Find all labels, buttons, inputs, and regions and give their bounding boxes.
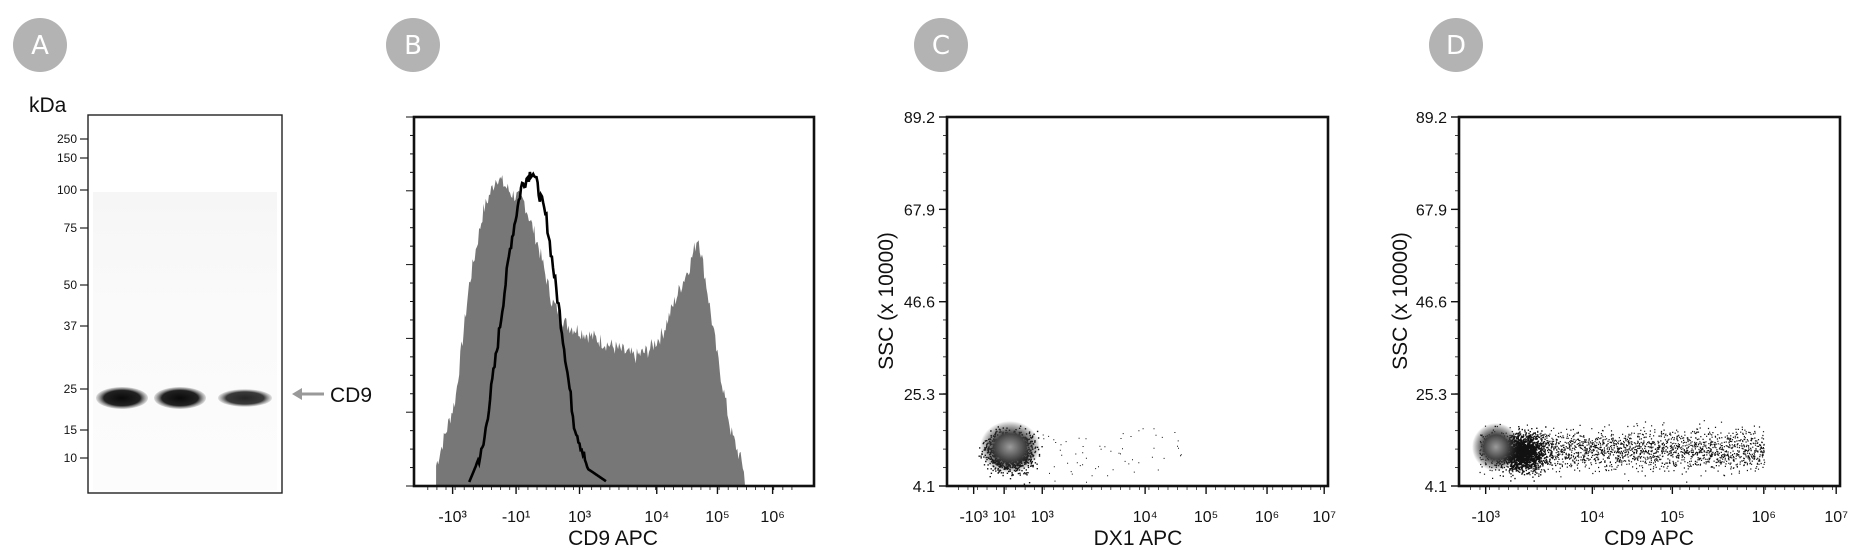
scatter-d-y-axis-title: SSC (x 10000) [1389, 232, 1412, 370]
x-tick-label: 10⁴ [1133, 509, 1158, 526]
x-tick-label: 10³ [1031, 509, 1055, 526]
x-tick-label: 10¹ [993, 509, 1016, 526]
mw-label: 100 [57, 183, 77, 197]
scatter-c-y-axis-title: SSC (x 10000) [875, 232, 898, 370]
scatter-d-x-ticks: -10³ 10⁴ 10⁵ 10⁶ 10⁷ [1470, 486, 1848, 526]
mw-label: 25 [64, 382, 78, 396]
scatter-d-density-core [1472, 423, 1520, 471]
y-tick-label: 4.1 [913, 479, 935, 496]
x-tick-label: 10⁶ [1752, 509, 1776, 526]
scatter-d-y-ticks: 89.2 67.9 46.6 25.3 4.1 [1416, 110, 1459, 496]
y-tick-label: 25.3 [904, 387, 935, 404]
scatter-c-density-core [980, 421, 1040, 473]
scatter-c-y-ticks: 89.2 67.9 46.6 25.3 4.1 [904, 110, 947, 496]
molecular-weight-markers: 250 150 100 75 50 37 25 15 10 [57, 132, 88, 465]
mw-label: 50 [64, 278, 78, 292]
x-tick-label: -10³ [1471, 509, 1500, 526]
x-tick-label: 10⁴ [644, 509, 669, 526]
histogram-sample-area [436, 175, 746, 486]
mw-label: 150 [57, 151, 77, 165]
panel-letter-a: A [31, 31, 49, 61]
mw-label: 37 [64, 319, 78, 333]
histogram-x-ticks: -10³ -10¹ 10³ 10⁴ 10⁵ 10⁶ [427, 486, 793, 526]
scatter-d-frame [1457, 115, 1842, 488]
blot-bands [96, 387, 272, 409]
scatter-event-dots [1479, 420, 1766, 483]
x-tick-label: 10⁶ [760, 509, 784, 526]
scatter-d-points [1479, 420, 1766, 483]
y-tick-label: 89.2 [1416, 110, 1447, 127]
panel-letter-d: D [1446, 31, 1466, 61]
panel-badge-d: D [1429, 18, 1483, 72]
x-tick-label: 10⁵ [1660, 509, 1684, 526]
x-tick-label: 10⁷ [1824, 509, 1848, 526]
y-tick-label: 89.2 [904, 110, 935, 127]
blot-unit-label: kDa [29, 94, 67, 117]
y-tick-label: 46.6 [1416, 295, 1447, 312]
x-tick-label: -10³ [959, 509, 988, 526]
histogram-panel: -10³ -10¹ 10³ 10⁴ 10⁵ 10⁶ CD9 APC [406, 115, 816, 548]
x-tick-label: 10⁵ [1194, 509, 1218, 526]
histogram-control-line [468, 171, 607, 483]
panel-badge-b: B [386, 18, 440, 72]
x-tick-label: 10³ [568, 509, 592, 526]
scatter-panel-d: 89.2 67.9 46.6 25.3 4.1 -10³ 10⁴ 10⁵ 10⁶ 10⁷ SSC… [1389, 110, 1848, 548]
mw-label: 75 [64, 221, 78, 235]
x-tick-label: 10⁷ [1312, 509, 1336, 526]
y-tick-label: 46.6 [904, 295, 935, 312]
blot-band [218, 389, 272, 407]
blot-band-label: CD9 [330, 384, 372, 407]
panel-letter-c: C [932, 31, 950, 61]
x-tick-label: -10¹ [502, 509, 530, 526]
blot-band [154, 387, 206, 409]
y-tick-label: 25.3 [1416, 387, 1447, 404]
blot-panel: kDa 250 150 100 75 50 37 25 15 10 CD9 [29, 94, 372, 494]
scatter-d-x-axis-title: CD9 APC [1604, 527, 1694, 548]
blot-band [96, 387, 148, 409]
x-tick-label: 10⁴ [1580, 509, 1605, 526]
y-tick-label: 4.1 [1425, 479, 1447, 496]
scatter-c-x-axis-title: DX1 APC [1094, 527, 1183, 548]
scatter-c-x-ticks: -10³ 10¹ 10³ 10⁴ 10⁵ 10⁶ 10⁷ [958, 486, 1336, 526]
mw-label: 10 [64, 451, 78, 465]
histogram-x-axis-title: CD9 APC [568, 527, 658, 548]
panel-badge-a: A [13, 18, 67, 72]
x-tick-label: 10⁶ [1255, 509, 1279, 526]
blot-smear [93, 192, 277, 490]
cd9-arrow [292, 388, 324, 400]
x-tick-label: 10⁵ [705, 509, 729, 526]
mw-label: 250 [57, 132, 77, 146]
mw-label: 15 [64, 423, 78, 437]
scatter-panel-c: 89.2 67.9 46.6 25.3 4.1 -10³ 10¹ 10³ 10⁴ 10⁵ 10⁶ 1… [875, 110, 1336, 548]
y-tick-label: 67.9 [1416, 202, 1447, 219]
panel-badge-c: C [914, 18, 968, 72]
histogram-y-ticks [406, 116, 414, 487]
x-tick-label: -10³ [438, 509, 467, 526]
y-tick-label: 67.9 [904, 202, 935, 219]
panel-letter-b: B [404, 31, 422, 61]
